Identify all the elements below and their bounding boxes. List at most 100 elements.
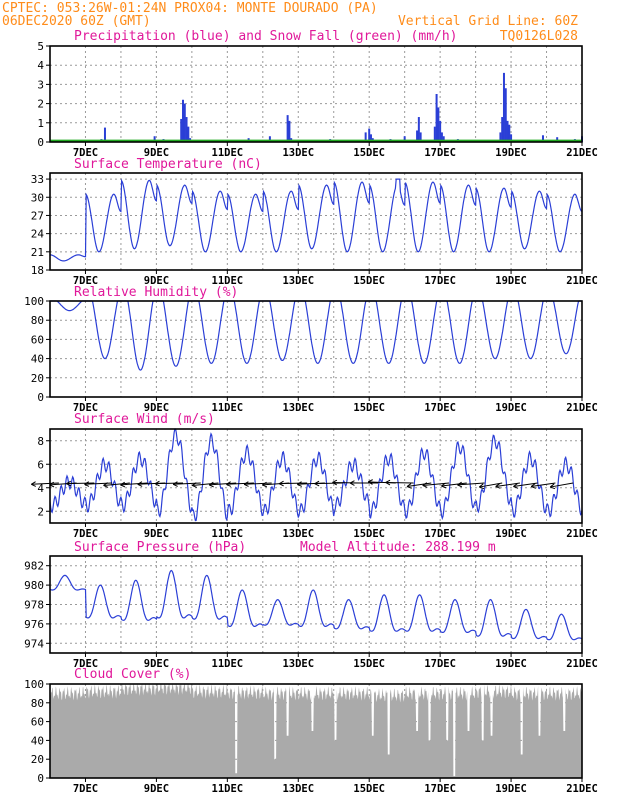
wind-vector-head bbox=[103, 482, 109, 488]
temperature-xtick-label: 17DEC bbox=[424, 275, 456, 287]
cloud-xtick-label: 19DEC bbox=[495, 783, 527, 795]
cloud-xtick-label: 15DEC bbox=[353, 783, 385, 795]
temperature-ytick-label: 24 bbox=[31, 228, 45, 241]
header-location: CPTEC: 053:26W-01:24N PROX04: MONTE DOUR… bbox=[2, 1, 378, 16]
precip-bar bbox=[369, 134, 372, 142]
wind-vector bbox=[349, 480, 379, 486]
cloud-xtick-label: 17DEC bbox=[424, 783, 456, 795]
pressure-frame bbox=[49, 555, 583, 654]
pressure-xtick-label: 19DEC bbox=[495, 658, 527, 670]
wind-vector-shaft bbox=[103, 482, 130, 486]
wind-xtick-label: 17DEC bbox=[424, 528, 456, 540]
temperature-xtick-label: 19DEC bbox=[495, 275, 527, 287]
wind-xtick-label: 11DEC bbox=[212, 528, 244, 540]
precip-bar bbox=[288, 120, 291, 142]
precip-xtick-label: 11DEC bbox=[212, 147, 244, 159]
cloud-area bbox=[50, 684, 582, 778]
wind-vector-head bbox=[297, 481, 303, 487]
wind-vector-head bbox=[137, 481, 143, 487]
temperature-panel: 18 21 24 27 30 33 7DEC 9DEC 11DEC 13DEC 15DEC 17DEC… bbox=[31, 172, 598, 287]
humidity-frame bbox=[49, 300, 583, 398]
precip-frame bbox=[49, 45, 583, 143]
pressure-xtick-label: 17DEC bbox=[424, 658, 456, 670]
wind-line bbox=[49, 428, 583, 522]
humidity-xtick-label: 21DEC bbox=[566, 402, 598, 414]
wind-title: Surface Wind (m/s) bbox=[74, 412, 215, 427]
wind-xtick-label: 13DEC bbox=[282, 528, 314, 540]
wind-vector-head bbox=[66, 480, 72, 487]
precip-bar bbox=[508, 124, 511, 142]
humidity-panel: 0 20 40 60 80 100 7DEC 9DEC 11DEC 13DEC 15DEC 17DEC… bbox=[24, 295, 598, 414]
wind-vector-shaft bbox=[66, 482, 95, 485]
precip-bar bbox=[416, 130, 419, 142]
pressure-xtick-label: 9DEC bbox=[144, 658, 169, 670]
wind-vector-head bbox=[367, 479, 373, 485]
wind-vector-head bbox=[191, 482, 197, 488]
wind-vector bbox=[495, 482, 521, 489]
wind-vector-head bbox=[478, 483, 485, 490]
wind-vector-head bbox=[549, 483, 556, 490]
wind-vector-shaft bbox=[31, 482, 59, 485]
model-altitude: Model Altitude: 288.199 m bbox=[300, 540, 496, 555]
humidity-ytick-label: 0 bbox=[37, 391, 44, 404]
wind-vector-shaft bbox=[314, 482, 343, 485]
wind-vector-head bbox=[441, 482, 447, 489]
pressure-line bbox=[49, 569, 583, 641]
precip-ytick-label: 4 bbox=[37, 59, 44, 72]
wind-vector-shaft bbox=[192, 482, 219, 486]
humidity-line bbox=[50, 300, 582, 371]
pressure-ytick-label: 978 bbox=[24, 599, 44, 612]
precip-ytick-label: 0 bbox=[37, 136, 44, 149]
wind-ytick-label: 2 bbox=[37, 505, 44, 518]
wind-vector bbox=[441, 482, 467, 489]
pressure-ytick-label: 974 bbox=[24, 637, 44, 650]
humidity-xtick-label: 7DEC bbox=[73, 402, 98, 414]
precip-title: Precipitation (blue) and Snow Fall (gree… bbox=[74, 29, 458, 44]
wind-vector-head bbox=[385, 479, 391, 486]
precip-bar bbox=[506, 120, 509, 142]
humidity-xtick-label: 17DEC bbox=[424, 402, 456, 414]
precip-ytick-label: 3 bbox=[37, 78, 44, 91]
precip-bar bbox=[187, 126, 190, 142]
header-grid-line: Vertical Grid Line: 60Z bbox=[398, 14, 578, 29]
precip-bar bbox=[435, 94, 438, 142]
precip-xtick-label: 19DEC bbox=[495, 147, 527, 159]
precip-bar bbox=[440, 132, 443, 142]
pressure-ytick-label: 976 bbox=[24, 618, 44, 631]
precip-bar bbox=[182, 99, 184, 142]
wind-vector-head bbox=[84, 481, 90, 487]
wind-ytick-label: 4 bbox=[37, 482, 44, 495]
wind-vector-head bbox=[513, 483, 519, 489]
precip-bar bbox=[433, 126, 436, 142]
wind-xtick-label: 9DEC bbox=[144, 528, 169, 540]
cloud-ytick-label: 40 bbox=[31, 734, 44, 747]
precip-bar bbox=[499, 132, 502, 142]
wind-vector bbox=[66, 480, 95, 487]
wind-vector-shaft bbox=[120, 482, 148, 486]
precip-bar bbox=[501, 117, 504, 142]
humidity-xtick-label: 9DEC bbox=[144, 402, 169, 414]
wind-vector-shaft bbox=[495, 482, 521, 488]
precip-bar bbox=[368, 128, 371, 142]
wind-vector bbox=[278, 480, 308, 487]
wind-vector-head bbox=[530, 483, 537, 489]
temperature-ytick-label: 30 bbox=[31, 191, 44, 204]
pressure-ytick-label: 982 bbox=[24, 560, 44, 573]
wind-xtick-label: 19DEC bbox=[495, 528, 527, 540]
wind-xtick-label: 7DEC bbox=[73, 528, 98, 540]
header-date: 06DEC2020 60Z (GMT) bbox=[2, 14, 151, 29]
wind-vector-head bbox=[172, 481, 178, 487]
precip-panel: 0 1 2 3 4 5 7DEC 9DEC 11DEC 13DEC 15DEC 17DEC 19DEC 2… bbox=[37, 40, 597, 159]
wind-vector bbox=[226, 481, 254, 487]
pressure-ytick-label: 980 bbox=[24, 579, 44, 592]
wind-vector bbox=[103, 482, 130, 488]
temperature-ytick-label: 18 bbox=[31, 264, 44, 277]
wind-vector bbox=[120, 481, 148, 488]
humidity-ytick-label: 60 bbox=[31, 333, 44, 346]
wind-vector-shaft bbox=[385, 481, 414, 484]
wind-vector-shaft bbox=[513, 482, 538, 488]
cloud-panel: 0 20 40 60 80 100 7DEC 9DEC 11DEC 13DEC 15DEC 17DEC… bbox=[24, 678, 598, 795]
wind-vector-head bbox=[243, 481, 249, 487]
precip-xtick-label: 17DEC bbox=[424, 147, 456, 159]
